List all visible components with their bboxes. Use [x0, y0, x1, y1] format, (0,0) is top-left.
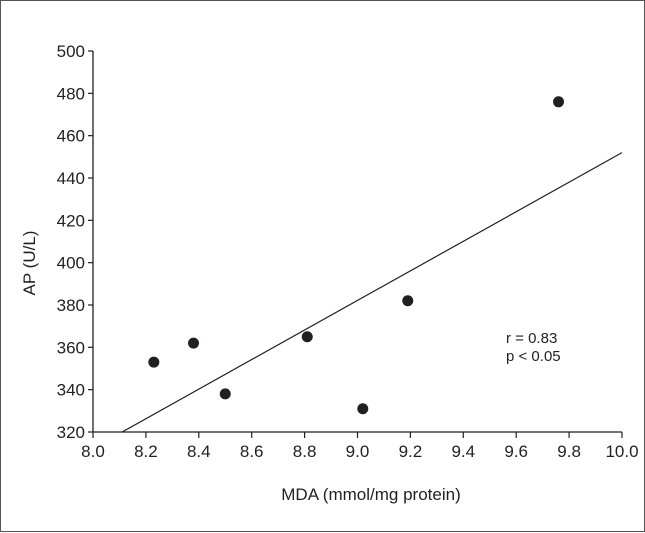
- y-tick-label: 440: [57, 169, 85, 188]
- y-tick-label: 360: [57, 338, 85, 357]
- significance-annotation: p < 0.05: [506, 348, 561, 365]
- x-tick-label: 9.0: [346, 442, 370, 461]
- data-point: [301, 331, 313, 343]
- data-point: [219, 388, 231, 400]
- x-axis-title: MDA (mmol/mg protein): [281, 485, 460, 504]
- data-point: [148, 356, 160, 368]
- x-tick-label: 9.8: [557, 442, 581, 461]
- axes: [92, 51, 622, 433]
- y-tick-label: 480: [57, 84, 85, 103]
- x-tick-label: 9.2: [399, 442, 423, 461]
- x-tick-label: 8.8: [293, 442, 317, 461]
- y-tick-label: 340: [57, 381, 85, 400]
- data-point: [402, 295, 414, 307]
- data-point: [553, 96, 565, 108]
- y-tick-label: 420: [57, 211, 85, 230]
- y-tick-label: 500: [57, 42, 85, 61]
- data-points: [148, 96, 565, 415]
- y-tick-label: 400: [57, 254, 85, 273]
- y-tick-label: 380: [57, 296, 85, 315]
- y-axis-ticks: 320 340 360 380 400 420 440 460 480 500: [57, 42, 93, 442]
- x-tick-label: 8.0: [81, 442, 105, 461]
- x-tick-label: 10.0: [605, 442, 638, 461]
- x-tick-label: 9.4: [451, 442, 475, 461]
- y-axis-title: AP (U/L): [20, 231, 39, 296]
- x-tick-label: 9.6: [504, 442, 528, 461]
- y-tick-label: 460: [57, 127, 85, 146]
- correlation-annotation: r = 0.83: [506, 330, 557, 347]
- data-point: [357, 403, 369, 415]
- x-tick-label: 8.2: [134, 442, 158, 461]
- x-axis-ticks: 8.0 8.2 8.4 8.6 8.8 9.0 9.2 9.4 9.6 9.8 10.0: [81, 432, 639, 461]
- data-point: [188, 337, 200, 349]
- x-tick-label: 8.4: [187, 442, 211, 461]
- regression-line: [121, 152, 623, 433]
- x-tick-label: 8.6: [240, 442, 264, 461]
- y-tick-label: 320: [57, 423, 85, 442]
- regression-line-group: [121, 152, 623, 433]
